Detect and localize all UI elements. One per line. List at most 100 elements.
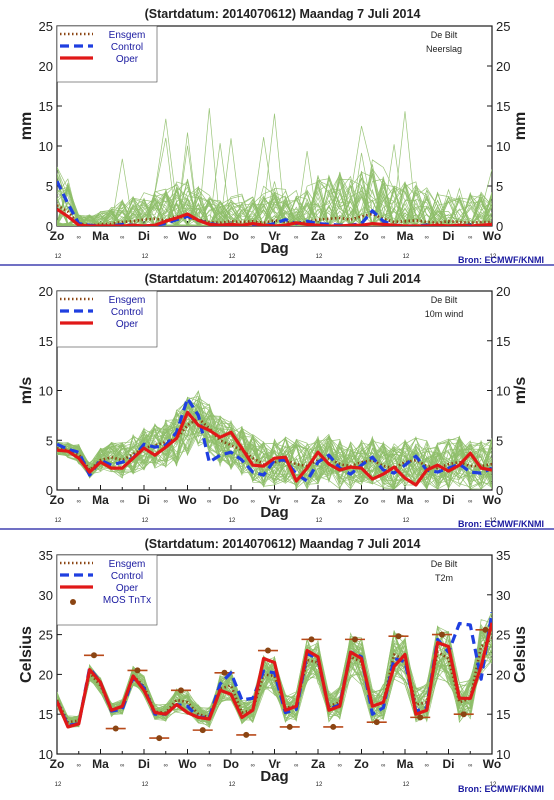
noon-symbol: ∞ — [207, 763, 211, 769]
legend-label: Oper — [116, 54, 139, 65]
noon-symbol: ∞ — [338, 235, 342, 241]
x-day-label: Di — [443, 493, 455, 507]
x-hour-label: 12 — [142, 254, 149, 260]
legend-box — [56, 25, 158, 83]
x-day-label: Di — [443, 757, 455, 771]
x-axis-label: Dag — [260, 240, 288, 257]
noon-symbol: ∞ — [468, 499, 472, 505]
x-day-label: Do — [223, 493, 239, 507]
noon-symbol: ∞ — [164, 763, 168, 769]
legend-label: Ensgem — [109, 559, 146, 570]
noon-symbol: ∞ — [251, 499, 255, 505]
mos-point — [438, 631, 445, 638]
mos-point — [134, 667, 141, 674]
mos-point — [373, 719, 380, 726]
x-day-label: Di — [138, 493, 150, 507]
noon-symbol: ∞ — [77, 499, 81, 505]
y-axis-label-right: m/s — [512, 377, 529, 405]
x-axis-label: Dag — [260, 504, 288, 521]
x-axis-label: Dag — [260, 768, 288, 785]
panel-title: (Startdatum: 2014070612) Maandag 7 Juli … — [145, 7, 421, 21]
noon-symbol: ∞ — [425, 763, 429, 769]
y-tick-label-left: 25 — [39, 628, 53, 643]
x-day-label: Zo — [50, 757, 65, 771]
station-name: De Bilt — [431, 559, 458, 569]
legend-label: Ensgem — [109, 30, 146, 41]
series-oper-line — [57, 410, 492, 487]
x-day-label: Wo — [483, 229, 501, 243]
x-hour-label: 12 — [490, 782, 497, 788]
y-tick-label-left: 15 — [39, 334, 53, 349]
station-name: De Bilt — [431, 30, 458, 40]
y-axis-label-left: m/s — [18, 377, 35, 405]
y-tick-label-right: 15 — [496, 99, 510, 114]
noon-symbol: ∞ — [338, 499, 342, 505]
y-tick-label-left: 20 — [39, 284, 53, 299]
y-tick-label-right: 15 — [496, 707, 510, 722]
y-tick-label-left: 35 — [39, 548, 53, 563]
noon-symbol: ∞ — [338, 763, 342, 769]
x-hour-label: 12 — [55, 518, 62, 524]
noon-symbol: ∞ — [468, 235, 472, 241]
mos-point — [286, 723, 293, 730]
x-day-label: Za — [311, 757, 325, 771]
x-day-label: Di — [443, 229, 455, 243]
x-hour-label: 12 — [142, 518, 149, 524]
noon-symbol: ∞ — [294, 763, 298, 769]
legend-label: Control — [111, 307, 143, 318]
mos-point — [199, 727, 206, 734]
series-oper-line — [57, 622, 492, 729]
y-tick-label-left: 25 — [39, 19, 53, 34]
mos-point — [90, 652, 97, 659]
y-tick-label-left: 0 — [46, 219, 53, 234]
y-tick-label-right: 5 — [496, 179, 503, 194]
x-day-label: Di — [138, 757, 150, 771]
legend-label: MOS TnTx — [103, 595, 151, 606]
x-day-label: Za — [311, 229, 325, 243]
x-day-label: Di — [138, 229, 150, 243]
x-day-label: Wo — [483, 493, 501, 507]
x-hour-label: 12 — [229, 518, 236, 524]
y-tick-label-right: 25 — [496, 628, 510, 643]
y-tick-label-left: 5 — [46, 433, 53, 448]
x-hour-label: 12 — [403, 254, 410, 260]
mos-markers — [83, 626, 492, 742]
legend-label: Control — [111, 42, 143, 53]
legend-label: Ensgem — [109, 295, 146, 306]
x-hour-label: 12 — [229, 254, 236, 260]
source-text: Bron: ECMWF/KNMI — [458, 255, 544, 265]
ensemble-member-line — [57, 413, 492, 490]
mos-point — [330, 723, 337, 730]
plot-area — [57, 108, 492, 226]
legend-box — [56, 290, 158, 348]
noon-symbol: ∞ — [381, 499, 385, 505]
x-hour-label: 12 — [316, 518, 323, 524]
y-tick-label-right: 0 — [496, 483, 503, 498]
mos-point — [177, 687, 184, 694]
mos-point — [112, 725, 119, 732]
y-tick-label-right: 25 — [496, 19, 510, 34]
mos-point — [221, 669, 228, 676]
mos-point — [395, 633, 402, 640]
x-hour-label: 12 — [55, 254, 62, 260]
panel-3: (Startdatum: 2014070612) Maandag 7 Juli … — [18, 537, 544, 794]
x-hour-label: 12 — [490, 254, 497, 260]
x-hour-label: 12 — [55, 782, 62, 788]
noon-symbol: ∞ — [164, 235, 168, 241]
mos-point — [156, 735, 163, 742]
y-axis-label-right: mm — [512, 112, 529, 140]
noon-symbol: ∞ — [251, 235, 255, 241]
mos-point — [482, 626, 489, 633]
x-hour-label: 12 — [490, 518, 497, 524]
plot-area — [57, 611, 492, 742]
legend-box — [56, 554, 158, 626]
y-axis-label-left: mm — [18, 112, 35, 140]
noon-symbol: ∞ — [77, 235, 81, 241]
variable-name: Neerslag — [426, 44, 462, 54]
mos-point — [308, 636, 315, 643]
legend-mos-dot — [70, 599, 76, 605]
ensemble-member-line — [57, 152, 492, 226]
x-day-label: Do — [223, 229, 239, 243]
